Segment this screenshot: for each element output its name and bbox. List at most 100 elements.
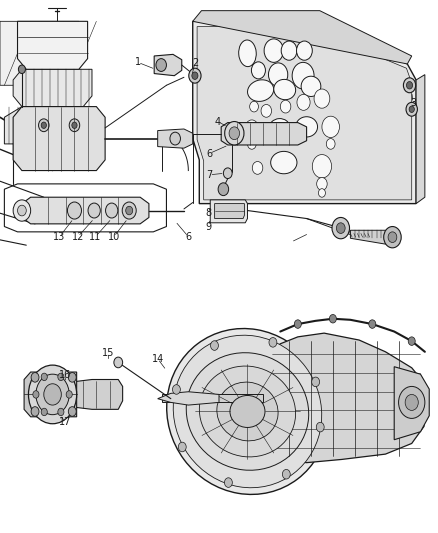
Circle shape (189, 68, 201, 83)
Polygon shape (215, 204, 244, 219)
Polygon shape (158, 392, 219, 405)
Circle shape (317, 177, 327, 190)
Circle shape (261, 104, 272, 117)
Polygon shape (221, 123, 307, 145)
Circle shape (225, 122, 244, 145)
Circle shape (178, 442, 186, 452)
Ellipse shape (239, 40, 256, 67)
Polygon shape (22, 197, 149, 224)
Circle shape (408, 337, 415, 345)
Ellipse shape (217, 382, 278, 441)
Circle shape (329, 314, 336, 323)
Ellipse shape (301, 76, 321, 96)
Circle shape (218, 183, 229, 196)
Circle shape (268, 63, 288, 86)
Circle shape (312, 377, 320, 386)
Ellipse shape (173, 335, 322, 488)
Circle shape (314, 89, 330, 108)
Circle shape (44, 384, 61, 405)
Circle shape (283, 470, 290, 479)
Circle shape (72, 122, 77, 128)
Circle shape (58, 373, 64, 381)
Circle shape (403, 78, 416, 93)
Circle shape (280, 100, 291, 113)
Circle shape (406, 102, 417, 116)
Circle shape (405, 394, 418, 410)
Ellipse shape (167, 328, 328, 495)
Polygon shape (13, 107, 105, 171)
Circle shape (294, 320, 301, 328)
Text: 6: 6 (206, 149, 212, 158)
Text: 16: 16 (59, 370, 71, 379)
Polygon shape (197, 27, 412, 200)
Circle shape (229, 127, 240, 140)
Text: 11: 11 (89, 232, 102, 241)
Circle shape (13, 200, 31, 221)
Polygon shape (394, 367, 429, 440)
Circle shape (18, 65, 25, 74)
Polygon shape (210, 200, 247, 223)
Circle shape (322, 116, 339, 138)
Circle shape (211, 341, 219, 350)
Circle shape (33, 391, 39, 398)
Circle shape (247, 139, 256, 149)
Circle shape (122, 202, 136, 219)
Circle shape (269, 337, 277, 347)
Text: 6: 6 (185, 232, 191, 241)
Circle shape (297, 41, 312, 60)
Circle shape (39, 119, 49, 132)
Polygon shape (57, 379, 123, 409)
Text: 13: 13 (53, 232, 66, 241)
Circle shape (41, 373, 47, 381)
Text: 14: 14 (152, 354, 164, 364)
Circle shape (332, 217, 350, 239)
Polygon shape (263, 333, 425, 463)
Circle shape (18, 205, 26, 216)
Circle shape (173, 385, 180, 394)
Circle shape (41, 408, 47, 416)
Polygon shape (154, 54, 182, 76)
Circle shape (251, 62, 265, 79)
Text: 3: 3 (410, 98, 416, 108)
Circle shape (384, 227, 401, 248)
Polygon shape (162, 394, 263, 402)
Ellipse shape (296, 117, 318, 137)
Text: 17: 17 (59, 417, 71, 427)
Circle shape (264, 39, 283, 62)
Polygon shape (4, 107, 96, 144)
Ellipse shape (271, 151, 297, 174)
Circle shape (281, 41, 297, 60)
Text: 4: 4 (215, 117, 221, 126)
Circle shape (409, 106, 414, 112)
Circle shape (31, 373, 39, 382)
Circle shape (336, 223, 345, 233)
Circle shape (369, 320, 376, 328)
Circle shape (106, 203, 118, 218)
Ellipse shape (247, 80, 274, 101)
Circle shape (399, 386, 425, 418)
Circle shape (223, 168, 232, 179)
Circle shape (250, 101, 258, 112)
Ellipse shape (269, 118, 290, 138)
Circle shape (326, 139, 335, 149)
Circle shape (170, 132, 180, 145)
Circle shape (68, 407, 76, 416)
Text: 9: 9 (205, 222, 212, 231)
Circle shape (156, 59, 166, 71)
Circle shape (28, 365, 77, 424)
Circle shape (297, 94, 310, 110)
Text: 2: 2 (192, 58, 198, 68)
Polygon shape (158, 129, 193, 148)
Circle shape (312, 155, 332, 178)
Circle shape (318, 189, 325, 197)
Circle shape (245, 120, 258, 136)
Ellipse shape (274, 79, 296, 100)
Text: 12: 12 (72, 232, 84, 241)
Circle shape (58, 408, 64, 416)
Ellipse shape (186, 353, 309, 470)
Circle shape (41, 122, 46, 128)
Polygon shape (416, 75, 425, 204)
Text: 8: 8 (205, 208, 212, 218)
Text: 15: 15 (102, 348, 114, 358)
Circle shape (68, 373, 76, 382)
